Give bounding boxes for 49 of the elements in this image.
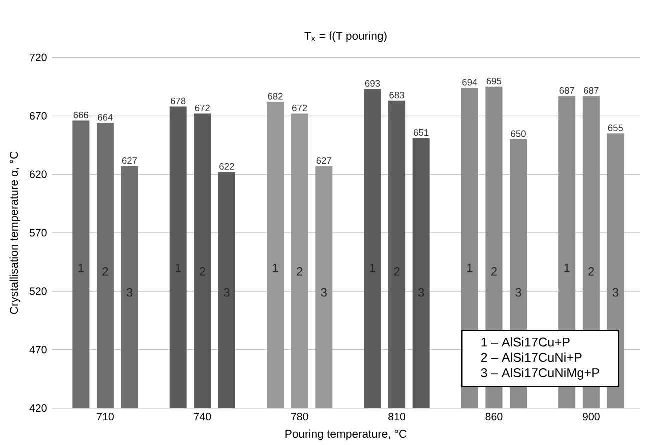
data-label: 622	[220, 163, 234, 170]
y-tick-label: 420	[30, 404, 47, 412]
x-tick-label: 860	[486, 413, 503, 421]
data-label: 651	[414, 130, 429, 136]
y-tick-label: 720	[30, 54, 47, 62]
text: 2	[588, 267, 594, 276]
text: 2	[491, 267, 497, 276]
data-label: 682	[268, 93, 283, 100]
text: 1	[564, 264, 570, 272]
data-label: 650	[511, 130, 526, 138]
data-label: 672	[195, 105, 210, 112]
y-tick-label: 620	[30, 170, 47, 178]
series-label: 3	[126, 288, 133, 297]
x-axis-title: Pouring temperature, °C	[286, 430, 407, 440]
data-label: 627	[122, 158, 138, 164]
x-tick-label: 740	[194, 413, 212, 421]
data-label: 672	[292, 105, 308, 112]
annotation: 1 – AlSi17Cu+P	[482, 338, 570, 347]
data-label: 695	[486, 78, 502, 85]
y-tick-label: 520	[30, 288, 47, 296]
data-label: 678	[171, 98, 186, 105]
text: 1	[78, 264, 84, 272]
x-tick-label: 780	[291, 413, 308, 421]
text: 1	[273, 264, 278, 272]
x-tick-label: 810	[388, 413, 406, 421]
chart-title: T$_{x}$ = f(T pouring)	[304, 32, 387, 42]
text: 2	[297, 267, 303, 276]
text: 2	[102, 267, 108, 276]
data-label: 627	[316, 158, 332, 164]
data-label: 687	[584, 87, 599, 94]
data-label: 687	[560, 87, 574, 94]
y-tick-label: 670	[30, 112, 47, 120]
text: 3	[321, 288, 327, 297]
y-tick-label: 470	[30, 346, 47, 354]
series-label: 1	[468, 264, 473, 272]
text: 3	[612, 288, 619, 297]
text: 3	[516, 288, 522, 297]
data-label: 683	[390, 92, 404, 99]
data-label: 664	[98, 114, 113, 121]
annotation: 2 – AlSi17CuNi+P	[481, 352, 582, 362]
x-tick-label: 900	[583, 413, 600, 421]
y-axis-title: Crystallisation temperature α, °C	[10, 152, 20, 314]
data-label: 655	[608, 124, 624, 132]
y-tick-label: 570	[30, 229, 47, 237]
x-tick-label: 710	[97, 413, 114, 421]
data-label: 666	[74, 112, 89, 119]
annotation: 3 – AlSi17CuNiMg+P	[481, 368, 600, 380]
data-label: 694	[462, 79, 478, 86]
data-label: 693	[365, 80, 380, 88]
